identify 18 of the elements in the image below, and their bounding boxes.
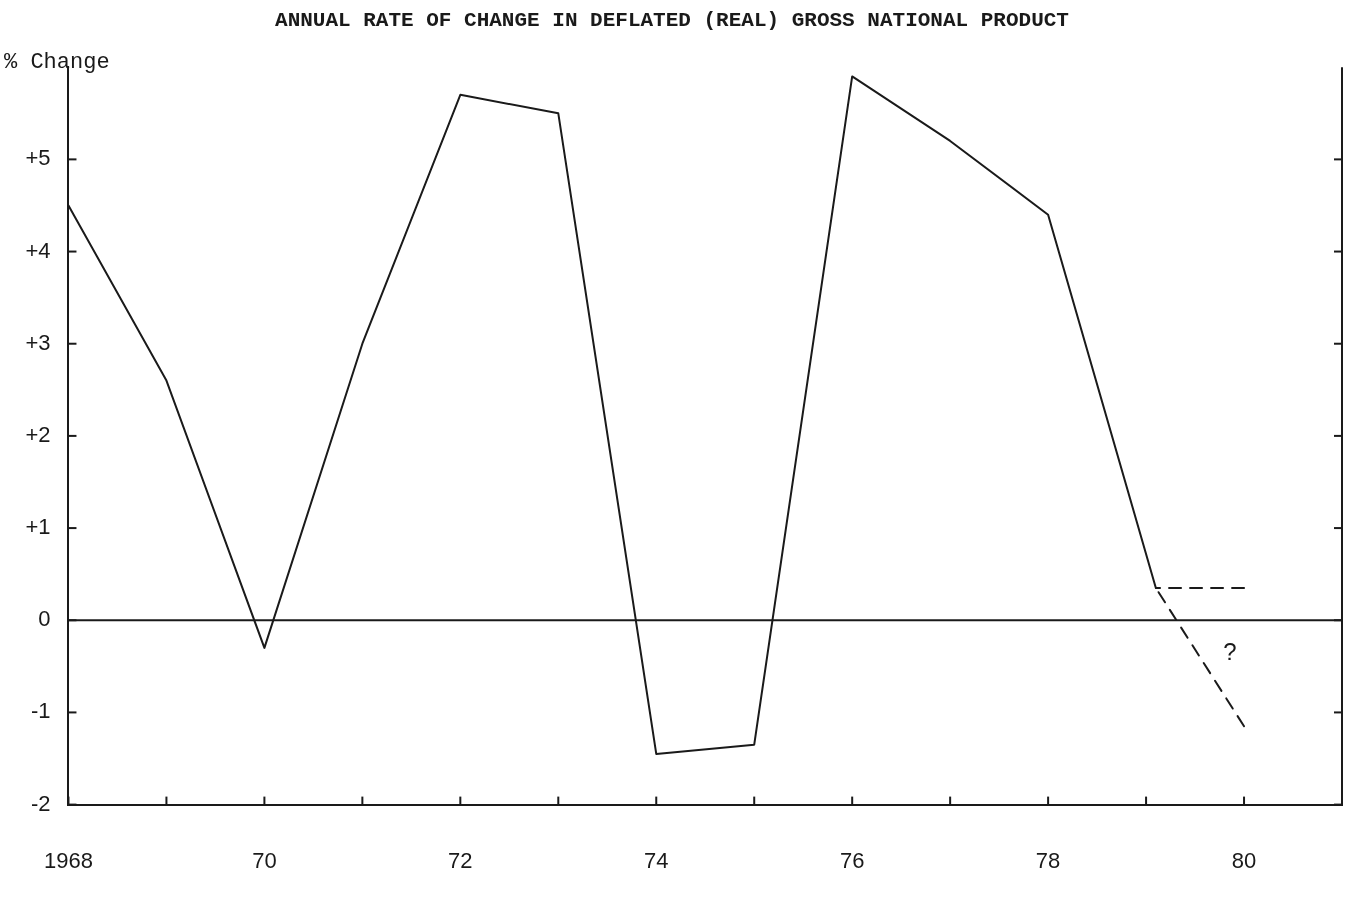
chart-title: ANNUAL RATE OF CHANGE IN DEFLATED (REAL) GROSS NATIONAL PRODUCT	[275, 8, 1069, 32]
x-tick-label: 74	[644, 847, 669, 873]
y-tick-label: +3	[25, 329, 51, 355]
x-tick-label: 78	[1035, 847, 1061, 873]
y-tick-label: -2	[30, 790, 51, 816]
y-tick-label: +1	[25, 514, 51, 540]
y-tick-label: +5	[25, 145, 51, 171]
y-axis-title: % Change	[4, 50, 110, 76]
annotation: ?	[1223, 638, 1237, 666]
x-tick-label: 1968	[43, 847, 93, 873]
y-tick-label: +2	[25, 421, 51, 447]
y-tick-label: 0	[38, 606, 51, 632]
x-tick-label: 80	[1231, 847, 1257, 873]
x-tick-label: 72	[448, 847, 473, 873]
x-tick-label: 70	[252, 847, 277, 873]
y-tick-label: -1	[30, 698, 51, 724]
y-tick-label: +4	[25, 237, 51, 263]
x-tick-label: 76	[839, 847, 865, 873]
